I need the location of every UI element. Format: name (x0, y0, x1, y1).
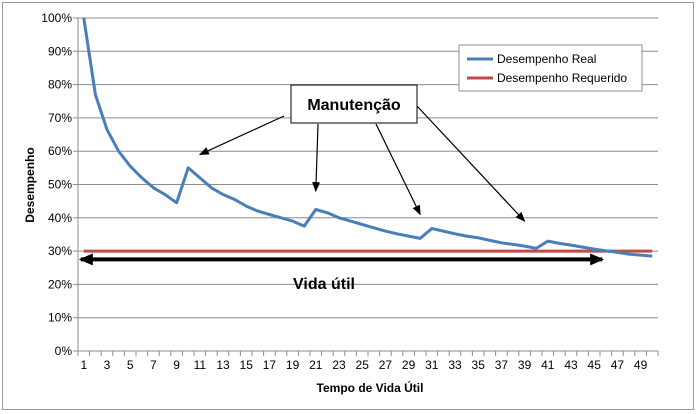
series-line-desempenho-real (82, 17, 653, 258)
x-tick-label: 1 (80, 358, 87, 372)
y-tick-label: 0% (55, 344, 73, 358)
x-tick-label: 9 (173, 358, 180, 372)
manutencao-arrow (312, 123, 321, 193)
axes (77, 18, 659, 356)
x-tick-label: 45 (588, 358, 602, 372)
y-tick-label: 90% (48, 44, 72, 58)
x-tick-label: 33 (448, 358, 462, 372)
x-tick-label: 31 (425, 358, 439, 372)
legend-box (458, 44, 643, 92)
x-tick-label: 5 (127, 358, 134, 372)
x-tick-label: 43 (564, 358, 578, 372)
x-tick-label: 39 (518, 358, 532, 372)
series-lines (82, 17, 653, 258)
x-tick-label: 11 (194, 358, 207, 372)
x-tick-labels: 1 3 5 7 9 11 13 15 17 19 21 23 25 27 29 31 33 35 37 39 41 43 4… (80, 358, 647, 372)
y-tick-label: 20% (48, 277, 72, 291)
x-tick-label: 49 (634, 358, 648, 372)
y-tick-label: 60% (48, 144, 72, 158)
annotations (78, 105, 605, 266)
y-tick-label: 70% (48, 111, 72, 125)
x-tick-label: 35 (472, 358, 486, 372)
manutencao-arrow (416, 105, 526, 222)
manutencao-box (290, 84, 418, 124)
legend: Desempenho Real Desempenho Requerido (458, 44, 643, 92)
x-axis-title: Tempo de Vida Útil (317, 380, 424, 395)
vida-util-annotation: Vida útil (293, 276, 355, 293)
x-tick-label: 37 (495, 358, 509, 372)
x-tick-label: 29 (402, 358, 416, 372)
manutencao-callout: Manutenção (290, 84, 418, 124)
manutencao-arrow (375, 123, 421, 216)
x-tick-label: 17 (263, 358, 277, 372)
y-tick-label: 50% (48, 178, 72, 192)
x-tick-label: 19 (286, 358, 300, 372)
x-tick-label: 3 (104, 358, 111, 372)
manutencao-arrow (198, 115, 285, 156)
y-tick-label: 100% (41, 11, 72, 25)
y-tick-label: 30% (48, 244, 72, 258)
y-axis-title: Desempenho (23, 147, 37, 222)
vida-util-label: Vida útil (293, 276, 355, 293)
y-tick-label: 40% (48, 211, 72, 225)
legend-label-requerido: Desempenho Requerido (497, 71, 627, 85)
x-tick-label: 25 (356, 358, 370, 372)
y-tick-label: 10% (48, 311, 72, 325)
x-tick-label: 21 (309, 358, 323, 372)
x-tick-label: 27 (379, 358, 393, 372)
y-tick-label: 80% (48, 78, 72, 92)
x-tick-label: 47 (611, 358, 625, 372)
x-tick-label: 13 (216, 358, 230, 372)
x-tick-label: 15 (240, 358, 254, 372)
x-tick-label: 7 (150, 358, 157, 372)
x-tick-label: 41 (541, 358, 555, 372)
legend-label-real: Desempenho Real (497, 52, 596, 66)
x-tick-label: 23 (332, 358, 346, 372)
y-tick-labels: 0% 10% 20% 30% 40% 50% 60% 70% 80% 90% 100% (41, 11, 72, 358)
manutencao-label: Manutenção (307, 97, 401, 114)
